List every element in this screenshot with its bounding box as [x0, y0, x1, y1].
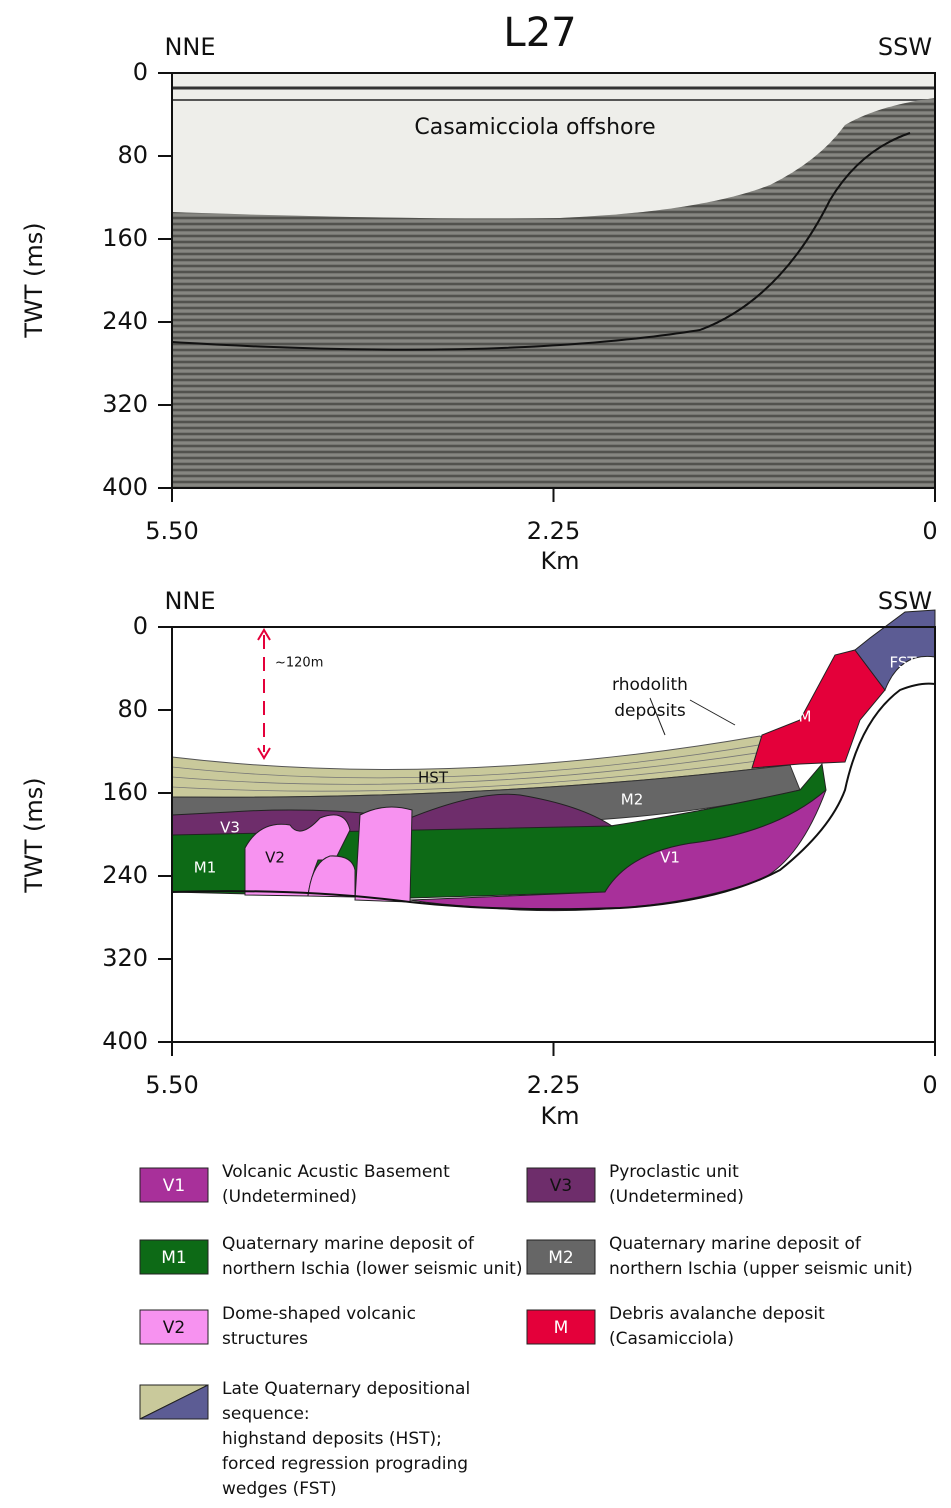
y-tick-label: 160 — [102, 224, 148, 252]
annotation: deposits — [614, 701, 686, 721]
legend-text: (Undetermined) — [222, 1187, 357, 1207]
unit-label: M2 — [621, 791, 644, 809]
y-tick-label: 400 — [102, 1027, 148, 1055]
y-tick-label: 400 — [102, 473, 148, 501]
legend-text: sequence: — [222, 1404, 310, 1424]
legend-text: Quaternary marine deposit of — [222, 1234, 475, 1254]
legend-text: (Undetermined) — [609, 1187, 744, 1207]
unit-label: V2 — [265, 849, 285, 867]
unit-label: HST — [418, 769, 449, 787]
unit-label: V1 — [660, 849, 680, 867]
legend-text: Pyroclastic unit — [609, 1162, 739, 1182]
y-tick-label: 0 — [133, 58, 148, 86]
y-tick-label: 160 — [102, 778, 148, 806]
y-axis-label: TWT (ms) — [20, 222, 48, 338]
legend-text: structures — [222, 1329, 308, 1349]
y-tick-label: 320 — [102, 944, 148, 972]
legend-text: Dome-shaped volcanic — [222, 1304, 416, 1324]
legend-text: Debris avalanche deposit — [609, 1304, 825, 1324]
x-tick-label: 0 — [922, 517, 937, 545]
legend-text: wedges (FST) — [222, 1479, 337, 1499]
legend-text: forced regression prograding — [222, 1454, 468, 1474]
y-axis-label: TWT (ms) — [20, 777, 48, 893]
legend-text: Volcanic Acustic Basement — [222, 1162, 450, 1182]
y-tick-label: 0 — [133, 612, 148, 640]
legend-code: M2 — [548, 1248, 573, 1268]
legend-text: (Casamicciola) — [609, 1329, 734, 1349]
y-tick-label: 240 — [102, 307, 148, 335]
y-tick-label: 320 — [102, 390, 148, 418]
legend-code: M1 — [161, 1248, 186, 1268]
legend-text: northern Ischia (upper seismic unit) — [609, 1259, 913, 1279]
depth-note: ~120m — [275, 656, 323, 671]
legend-code: V3 — [550, 1176, 572, 1196]
x-tick-label: 0 — [922, 1071, 937, 1099]
direction: NNE — [164, 33, 215, 61]
legend-text: Late Quaternary depositional — [222, 1379, 470, 1399]
legend-text: highstand deposits (HST); — [222, 1429, 442, 1449]
x-axis-label: Km — [540, 547, 579, 575]
legend-code: V2 — [163, 1318, 185, 1338]
legend-code: V1 — [163, 1176, 185, 1196]
title: L27 — [503, 10, 576, 56]
unit-label: M1 — [194, 859, 217, 877]
figure: L27 NNE SSW Casamicciola offshore TWT (m… — [0, 0, 951, 1508]
annotation: rhodolith — [612, 675, 688, 695]
y-tick-label: 80 — [117, 695, 148, 723]
x-tick-label: 5.50 — [145, 1071, 198, 1099]
unit-label: V3 — [220, 819, 240, 837]
y-tick-label: 80 — [117, 141, 148, 169]
x-tick-label: 5.50 — [145, 517, 198, 545]
x-tick-label: 2.25 — [527, 517, 580, 545]
legend-text: northern Ischia (lower seismic unit) — [222, 1259, 522, 1279]
y-tick-label: 240 — [102, 861, 148, 889]
x-axis-label: Km — [540, 1102, 579, 1130]
unit-label: M — [799, 708, 812, 726]
direction: NNE — [164, 587, 215, 615]
profile-label: Casamicciola offshore — [414, 115, 655, 140]
legend-code: M — [554, 1318, 569, 1338]
direction: SSW — [878, 33, 932, 61]
unit-label: FST — [889, 654, 917, 672]
legend-text: Quaternary marine deposit of — [609, 1234, 862, 1254]
direction: SSW — [878, 587, 932, 615]
x-tick-label: 2.25 — [527, 1071, 580, 1099]
